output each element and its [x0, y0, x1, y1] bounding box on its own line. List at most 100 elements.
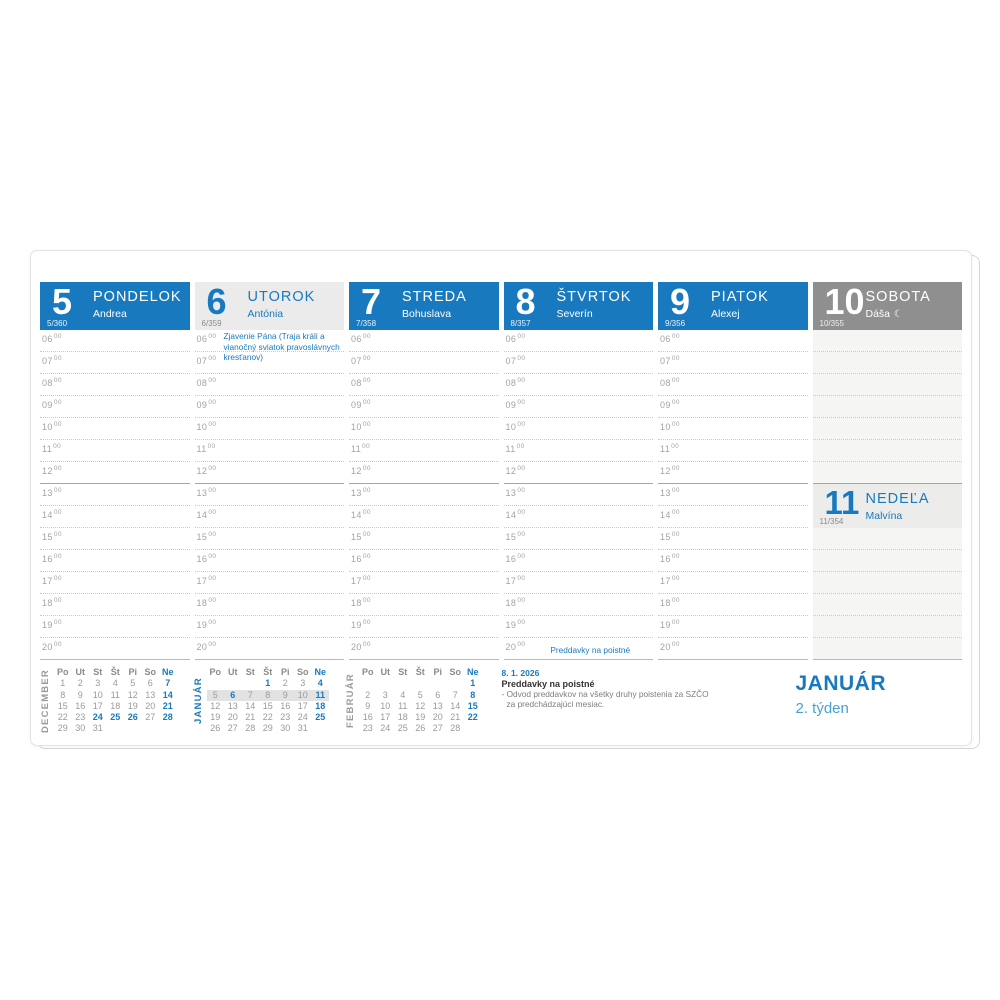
mini-day-cell: 1: [60, 678, 66, 689]
time-label: 0800: [505, 377, 526, 388]
time-label: 1400: [505, 509, 526, 520]
day-meta: ŠTVRTOK Severín: [557, 282, 654, 320]
time-row: 0700: [194, 352, 344, 374]
mini-day-header: Pi: [280, 667, 290, 677]
time-label: 1500: [505, 531, 526, 542]
time-row: [812, 528, 962, 550]
time-label: 0800: [660, 377, 680, 388]
day-body: 0600 0700 0800 0900 1000 1100 1200 1300 1400 1500…: [349, 330, 499, 660]
time-row: 1300: [40, 484, 190, 506]
mini-day-cell: 20: [145, 700, 156, 711]
mini-day-cell: 10: [92, 689, 103, 700]
mini-day-cell: 25: [110, 712, 121, 723]
mini-day-cell: 5: [417, 689, 423, 700]
time-label: 1000: [351, 421, 371, 432]
time-label: 1600: [351, 553, 371, 564]
moon-phase-icon: ☾: [894, 309, 903, 320]
time-label: 2000: [505, 641, 526, 652]
mini-day-cell: 30: [75, 723, 86, 734]
time-label: 0600: [196, 333, 217, 344]
day-name: STREDA: [402, 289, 467, 305]
time-label: 0700: [196, 355, 217, 366]
mini-day-cell: 9: [77, 689, 83, 700]
mini-day-cell: 19: [127, 700, 138, 711]
time-row: [812, 616, 962, 638]
mini-day-cell: [224, 678, 242, 689]
time-label: 1100: [42, 443, 62, 454]
day-number: 7: [361, 282, 382, 322]
mini-day-cell: [159, 723, 177, 734]
time-row: 1600: [194, 550, 344, 572]
time-row: 1800: [40, 594, 190, 616]
time-row: [812, 396, 962, 418]
day-number: 5: [52, 282, 73, 322]
mini-day-cell: 6: [147, 678, 153, 689]
time-row: 0800: [349, 374, 499, 396]
time-label: 1900: [196, 619, 217, 630]
time-row: 1700: [503, 572, 653, 594]
mini-day-header: St: [245, 667, 255, 677]
time-row: 1000: [658, 418, 808, 440]
mini-day-cell: 19: [210, 712, 221, 723]
time-row: 0700: [658, 352, 808, 374]
time-row: [812, 594, 962, 616]
day-number: 9: [670, 282, 691, 322]
mini-day-cell: 4: [400, 689, 406, 700]
mini-day-header: St: [93, 667, 103, 677]
mini-calendar-label: FEBRUÁR: [345, 673, 356, 729]
day-header: 10 10/355 SOBOTA Dáša ☾: [812, 282, 962, 330]
mini-day-cell: 24: [297, 712, 308, 723]
day-column-piatok: 9 9/356 PIATOK Alexej 0600 0700 0800 0900 1000 11…: [658, 282, 808, 660]
day-of-year: 10/355: [819, 319, 844, 328]
bottom-bar: DECEMBER Po Ut St Št Pi So Ne 1 2 3 4 5 6 7 8 9 10 11 12 13 1…: [40, 665, 962, 735]
time-row: 0600: [194, 330, 344, 352]
mini-day-cell: 28: [162, 712, 173, 723]
time-row: 1200: [40, 462, 190, 484]
time-row: 1500: [194, 528, 344, 550]
mini-day-cell: 12: [210, 700, 221, 711]
mini-day-cell: [142, 723, 160, 734]
time-label: 1300: [660, 487, 680, 498]
day-of-year: 11/354: [819, 517, 844, 526]
time-row: 1600: [40, 550, 190, 572]
mini-day-cell: 26: [127, 712, 138, 723]
mini-day-cell: 18: [397, 712, 408, 723]
time-label: 0700: [660, 355, 680, 366]
time-label: 1500: [351, 531, 371, 542]
time-row: 1200: [658, 462, 808, 484]
time-row: 1200: [194, 462, 344, 484]
time-row: 1200: [503, 462, 653, 484]
mini-day-cell: 22: [262, 712, 273, 723]
mini-day-cell: 7: [452, 689, 458, 700]
time-label: 0700: [351, 355, 371, 366]
mini-day-cell: 5: [130, 678, 136, 689]
time-row: 1600: [349, 550, 499, 572]
time-row: 1900: [194, 616, 344, 638]
month-title-block: JANUÁR 2. týden: [795, 672, 886, 717]
time-row: 1200: [349, 462, 499, 484]
mini-day-cell: 13: [432, 700, 443, 711]
mini-day-header: Po: [56, 667, 69, 677]
time-label: 1300: [42, 487, 62, 498]
time-label: 1700: [505, 575, 526, 586]
time-row: 0900: [40, 396, 190, 418]
time-row: 1400: [503, 506, 653, 528]
time-row: 1300: [658, 484, 808, 506]
time-row: 1000: [349, 418, 499, 440]
mini-calendar-grid: Po Ut St Št Pi So Ne 1 2 3 4 5 6 7 8 9 10 11 12 13 14 15 16 17 1…: [359, 667, 482, 735]
time-row: 1800: [503, 594, 653, 616]
mini-day-header: So: [144, 667, 156, 677]
mini-calendar-január: JANUÁR Po Ut St Št Pi So Ne 1 2 3 4 5 6 7 8 9 10 11 12 13 14 1…: [193, 665, 329, 735]
time-label: 1800: [505, 597, 526, 608]
time-row: 1000: [503, 418, 653, 440]
mini-day-cell: 20: [227, 712, 238, 723]
mini-day-cell: 15: [467, 700, 478, 711]
mini-day-header: Ne: [161, 667, 174, 677]
mini-day-cell: 25: [315, 712, 326, 723]
time-label: 1800: [660, 597, 680, 608]
time-label: 2000: [351, 641, 371, 652]
mini-day-cell: 3: [382, 689, 388, 700]
time-row: 1500: [658, 528, 808, 550]
time-row: 0700: [349, 352, 499, 374]
time-label: 0700: [42, 355, 62, 366]
